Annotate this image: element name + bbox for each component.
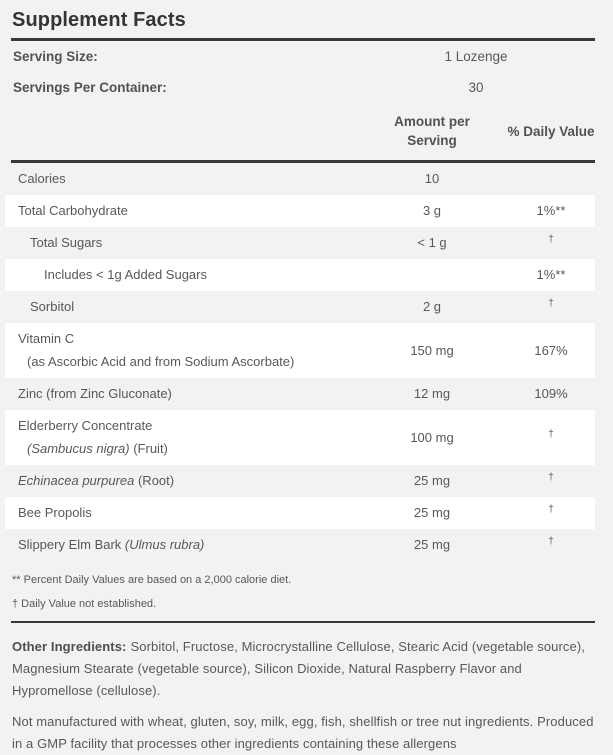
nutrient-daily-value: † (548, 472, 554, 483)
nutrient-name: Slippery Elm Bark (Ulmus rubra) (18, 537, 205, 552)
nutrient-name: Echinacea purpurea (Root) (18, 473, 175, 488)
panel-title: Supplement Facts (12, 9, 186, 31)
nutrient-row: Bee Propolis 25 mg † (5, 497, 595, 529)
footer-divider-wrap (5, 621, 595, 623)
nutrient-name: Bee Propolis (18, 505, 92, 520)
nutrient-daily-value: 167% (534, 342, 568, 358)
nutrient-row: Total Sugars < 1 g † (5, 227, 595, 259)
nutrient-amount: 100 mg (410, 429, 454, 445)
nutrient-row: Vitamin C (as Ascorbic Acid and from Sodi… (5, 323, 595, 378)
nutrient-name: Vitamin C (as Ascorbic Acid and from Sodi… (18, 331, 295, 369)
nutrient-amount: < 1 g (417, 235, 447, 250)
serving-size-row: Serving Size: 1 Lozenge (5, 41, 595, 72)
nutrient-name: Zinc (from Zinc Gluconate) (18, 386, 172, 401)
allergen-statement: Not manufactured with wheat, gluten, soy… (12, 714, 594, 751)
other-ingredients-paragraph: Other Ingredients: Sorbitol, Fructose, Mi… (12, 636, 595, 702)
nutrient-row: Zinc (from Zinc Gluconate) 12 mg 109% (5, 378, 595, 410)
nutrient-daily-value: 109% (534, 386, 568, 401)
servings-per-container-row: Servings Per Container: 30 (5, 72, 595, 103)
nutrient-amount: 12 mg (413, 386, 451, 401)
nutrient-row: Total Carbohydrate 3 g 1%** (5, 195, 595, 227)
percent-daily-value-header: % Daily Value (507, 123, 595, 139)
nutrient-name: Sorbitol (30, 299, 75, 314)
nutrient-amount: 25 mg (413, 505, 451, 520)
footnotes: ** Percent Daily Values are based on a 2… (12, 568, 595, 616)
nutrient-name: Total Carbohydrate (18, 203, 128, 218)
footnote-daily-values: ** Percent Daily Values are based on a 2… (12, 574, 292, 586)
nutrient-row: Slippery Elm Bark (Ulmus rubra) 25 mg † (5, 529, 595, 561)
servings-per-container-label: Servings Per Container: (13, 80, 167, 95)
nutrient-daily-value: † (548, 428, 554, 440)
nutrient-row: Sorbitol 2 g † (5, 291, 595, 323)
nutrient-daily-value: 1%** (536, 203, 566, 218)
nutrient-daily-value: † (548, 234, 554, 245)
footer-rule (11, 621, 595, 623)
nutrient-amount: 10 (424, 171, 440, 186)
nutrient-daily-value: 1%** (536, 267, 566, 282)
nutrient-name: Calories (18, 171, 66, 186)
other-ingredients-text: Sorbitol, Fructose, Microcrystalline Cel… (12, 639, 585, 698)
nutrient-name: Elderberry Concentrate (Sambucus nigra) (… (18, 418, 168, 456)
nutrient-amount: 25 mg (413, 473, 451, 488)
nutrient-row: Echinacea purpurea (Root) 25 mg † (5, 465, 595, 497)
footnote-dv-not-established: † Daily Value not established. (12, 598, 157, 610)
nutrient-rows: Calories 10 Total Carbohydrate 3 g 1%** Total… (5, 163, 595, 561)
nutrient-name: Includes < 1g Added Sugars (44, 267, 207, 282)
nutrient-amount: 150 mg (410, 342, 454, 358)
nutrient-daily-value: † (548, 298, 554, 309)
title-rule (11, 38, 595, 41)
servings-per-container-value: 30 (468, 80, 484, 95)
nutrient-row: Includes < 1g Added Sugars 1%** (5, 259, 595, 291)
other-ingredients-label: Other Ingredients: (12, 639, 127, 654)
nutrient-daily-value: † (548, 504, 554, 515)
column-header-row: Amount per Serving % Daily Value (5, 103, 595, 160)
serving-size-value: 1 Lozenge (444, 49, 508, 64)
nutrient-daily-value: † (548, 536, 554, 547)
nutrient-row: Calories 10 (5, 163, 595, 195)
nutrient-name: Total Sugars (30, 235, 103, 250)
nutrient-amount: 25 mg (413, 537, 451, 552)
header-rule (11, 160, 595, 163)
nutrient-amount: 3 g (422, 203, 442, 218)
nutrient-row: Elderberry Concentrate (Sambucus nigra) (… (5, 410, 595, 465)
nutrient-amount: 2 g (422, 299, 442, 314)
serving-size-label: Serving Size: (13, 49, 98, 64)
amount-per-serving-header: Amount per Serving (394, 114, 470, 148)
